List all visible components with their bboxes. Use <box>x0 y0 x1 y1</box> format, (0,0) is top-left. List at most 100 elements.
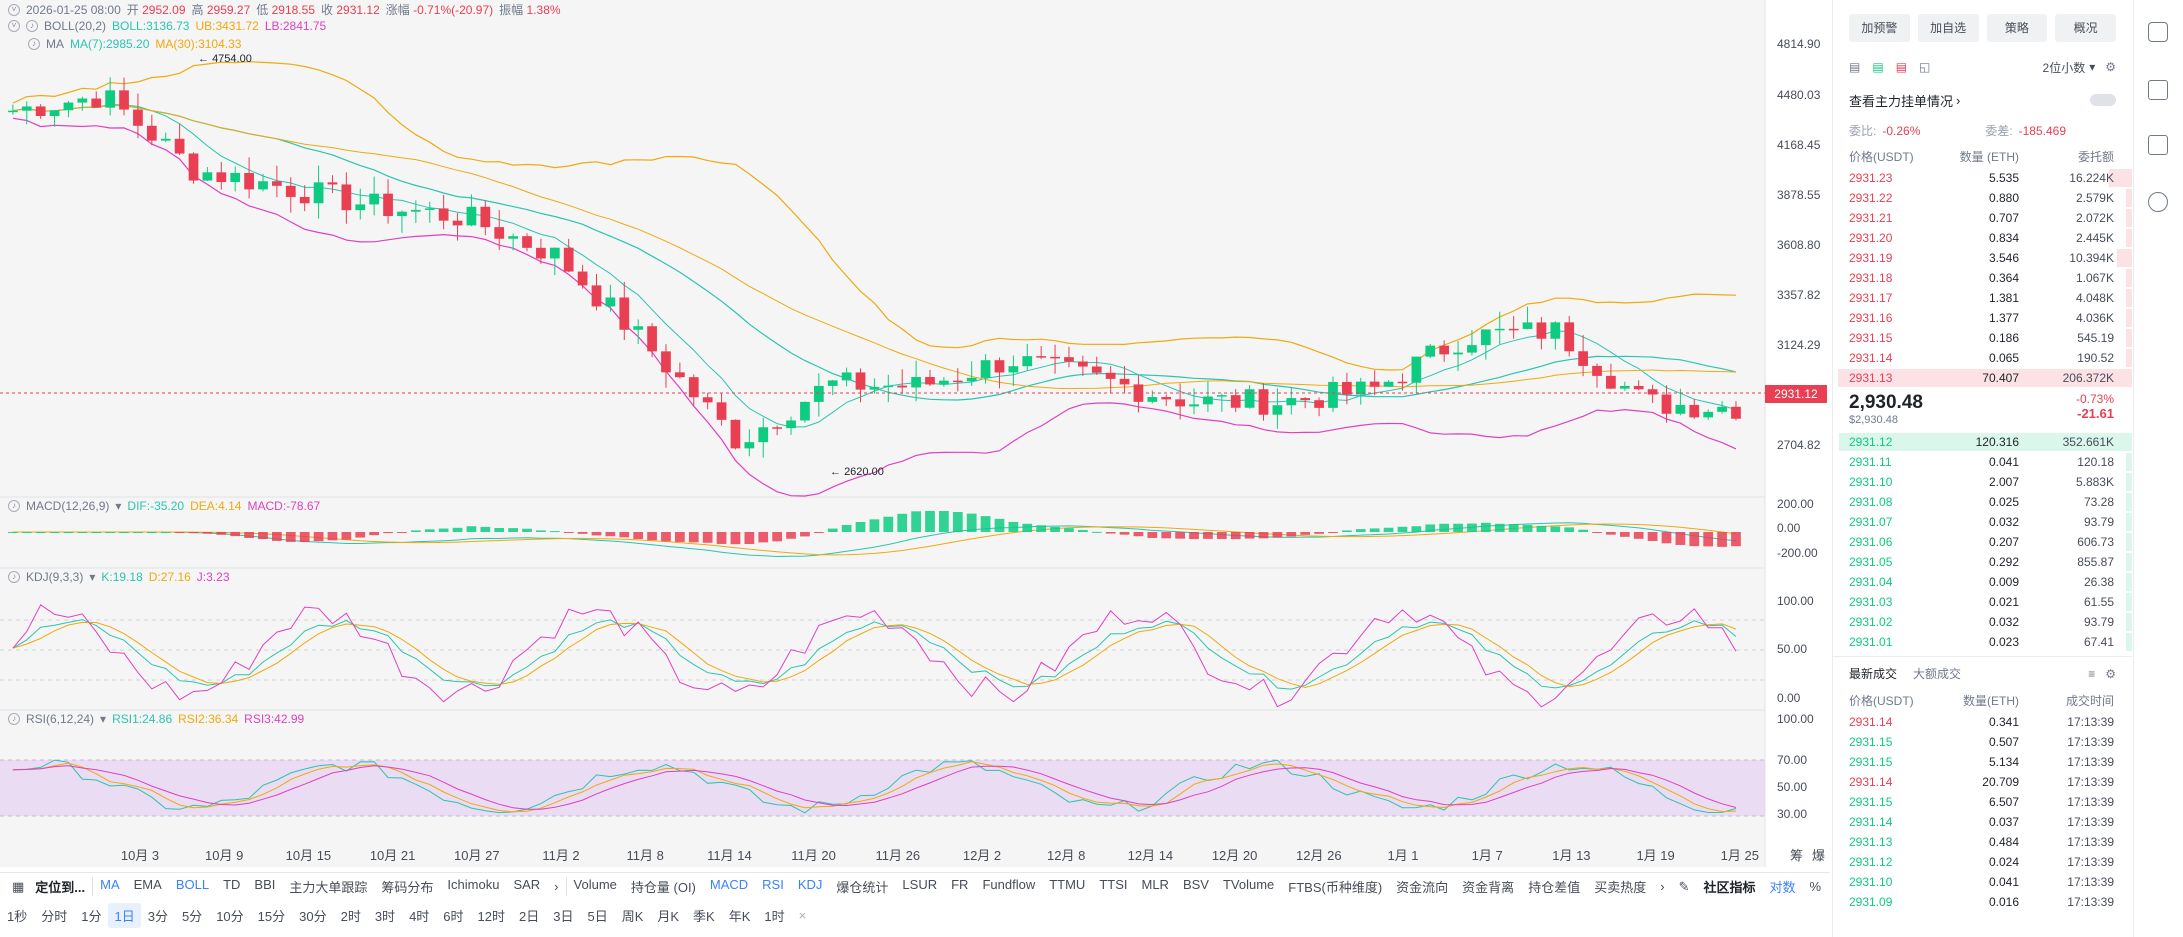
bids-row[interactable]: 2931.01 0.023 67.41 <box>1833 632 2132 652</box>
orderbook-button-1[interactable]: 加自选 <box>1917 14 1979 42</box>
sub-indicator-3[interactable]: RSI <box>762 877 784 892</box>
percent-scale-toggle[interactable]: % <box>1809 879 1822 894</box>
interval-6[interactable]: 10分 <box>216 908 244 924</box>
chevron-down-icon[interactable]: ▾ <box>89 570 96 584</box>
main-indicator-5[interactable]: 主力大单跟踪 <box>289 880 368 895</box>
interval-19[interactable]: 季K <box>693 908 715 924</box>
interval-1[interactable]: 分时 <box>41 908 68 924</box>
main-indicator-8[interactable]: SAR <box>513 877 541 892</box>
main-orders-link[interactable]: 查看主力挂单情况 <box>1849 93 1954 109</box>
bids-row[interactable]: 2931.08 0.025 73.28 <box>1833 492 2132 512</box>
asks-row[interactable]: 2931.14 0.065 190.52 <box>1833 348 2132 368</box>
bell-icon[interactable]: ♪ <box>8 571 20 583</box>
bids-row[interactable]: 2931.12 120.316 352.661K <box>1833 432 2132 452</box>
bell-icon[interactable]: ♪ <box>8 500 20 512</box>
interval-12[interactable]: 6时 <box>443 908 464 924</box>
sub-indicator-16[interactable]: 资金背离 <box>1462 880 1515 895</box>
sub-indicator-1[interactable]: 持仓量 (OI) <box>630 880 696 895</box>
sub-indicator-2[interactable]: MACD <box>709 877 749 892</box>
main-indicator-0[interactable]: MA <box>100 877 120 892</box>
asks-row[interactable]: 2931.20 0.834 2.445K <box>1833 228 2132 248</box>
interval-4[interactable]: 3分 <box>147 908 168 924</box>
bell-icon[interactable]: ♪ <box>26 20 38 32</box>
interval-16[interactable]: 5日 <box>587 908 608 924</box>
asks-row[interactable]: 2931.22 0.880 2.579K <box>1833 188 2132 208</box>
filter-icon[interactable]: ≡ <box>2088 666 2096 681</box>
interval-9[interactable]: 2时 <box>340 908 361 924</box>
interval-0[interactable]: 1秒 <box>7 908 28 924</box>
asks-row[interactable]: 2931.19 3.546 10.394K <box>1833 248 2132 268</box>
interval-8[interactable]: 30分 <box>299 908 327 924</box>
macd-legend[interactable]: ♪ MACD(12,26,9) ▾ DIF:-35.20 DEA:4.14 MA… <box>8 499 320 513</box>
tab-latest-trades[interactable]: 最新成交 <box>1849 667 1898 681</box>
sub-indicator-9[interactable]: TTMU <box>1049 877 1086 892</box>
interval-17[interactable]: 周K <box>621 908 644 924</box>
sub-indicator-14[interactable]: FTBS(币种维度) <box>1288 880 1383 895</box>
sub-indicator-17[interactable]: 持仓差值 <box>1528 880 1581 895</box>
main-indicator-4[interactable]: BBI <box>254 877 276 892</box>
orderbook-button-2[interactable]: 策略 <box>1986 14 2048 42</box>
boll-legend[interactable]: ˅ ♪ BOLL(20,2) BOLL:3136.73 UB:3431.72 L… <box>8 19 326 33</box>
bids-row[interactable]: 2931.05 0.292 855.87 <box>1833 552 2132 572</box>
asks-row[interactable]: 2931.13 70.407 206.372K <box>1833 368 2132 388</box>
asks-row[interactable]: 2931.15 0.186 545.19 <box>1833 328 2132 348</box>
sub-indicator-13[interactable]: TVolume <box>1222 877 1275 892</box>
layout-asks-icon[interactable]: ▤ <box>1895 60 1908 74</box>
tab-big-trades[interactable]: 大额成交 <box>1913 667 1962 681</box>
interval-5[interactable]: 5分 <box>181 908 203 924</box>
settings-icon[interactable]: ⚙ <box>2105 60 2116 74</box>
interval-13[interactable]: 12时 <box>477 908 505 924</box>
chevron-right-icon[interactable]: › <box>1660 879 1665 894</box>
sub-indicator-15[interactable]: 资金流向 <box>1396 880 1449 895</box>
community-indicators[interactable]: 社区指标 <box>1703 880 1756 895</box>
draw-tool-icon[interactable]: ▦ <box>12 878 25 894</box>
bids-row[interactable]: 2931.07 0.032 93.79 <box>1833 512 2132 532</box>
asks-row[interactable]: 2931.16 1.377 4.036K <box>1833 308 2132 328</box>
interval-7[interactable]: 15分 <box>257 908 286 924</box>
main-indicator-7[interactable]: Ichimoku <box>447 877 500 892</box>
bids-row[interactable]: 2931.02 0.032 93.79 <box>1833 612 2132 632</box>
main-indicator-3[interactable]: TD <box>223 877 241 892</box>
main-orders-toggle[interactable] <box>2090 94 2116 106</box>
sub-indicator-7[interactable]: FR <box>951 877 969 892</box>
ma-legend[interactable]: ♪ MA MA(7):2985.20 MA(30):3104.33 <box>28 37 241 51</box>
sub-indicator-0[interactable]: Volume <box>573 877 617 892</box>
chevron-down-icon[interactable]: ▾ <box>100 712 107 726</box>
asks-row[interactable]: 2931.18 0.364 1.067K <box>1833 268 2132 288</box>
sub-indicator-10[interactable]: TTSI <box>1099 877 1128 892</box>
sub-indicator-11[interactable]: MLR <box>1141 877 1169 892</box>
interval-21[interactable]: 1时 <box>764 908 785 924</box>
main-indicator-2[interactable]: BOLL <box>175 877 210 892</box>
orderbook-button-3[interactable]: 概况 <box>2055 14 2116 42</box>
interval-3[interactable]: 1日 <box>108 902 141 928</box>
interval-18[interactable]: 月K <box>657 908 680 924</box>
orderbook-button-0[interactable]: 加预警 <box>1849 14 1910 42</box>
chevron-down-icon[interactable]: ˅ <box>8 20 20 32</box>
kdj-legend[interactable]: ♪ KDJ(9,3,3) ▾ K:19.18 D:27.16 J:3.23 <box>8 570 230 584</box>
sub-indicator-4[interactable]: KDJ <box>797 877 823 892</box>
chevron-down-icon[interactable]: ˅ <box>8 3 20 16</box>
asks-row[interactable]: 2931.17 1.381 4.048K <box>1833 288 2132 308</box>
bids-row[interactable]: 2931.04 0.009 26.38 <box>1833 572 2132 592</box>
rsi-legend[interactable]: ♪ RSI(6,12,24) ▾ RSI1:24.86 RSI2:36.34 R… <box>8 712 304 726</box>
bids-row[interactable]: 2931.03 0.021 61.55 <box>1833 592 2132 612</box>
interval-2[interactable]: 1分 <box>81 908 102 924</box>
interval-15[interactable]: 3日 <box>553 908 574 924</box>
chevron-right-icon[interactable]: › <box>554 879 559 894</box>
layout-bids-icon[interactable]: ▤ <box>1872 60 1884 74</box>
sub-indicator-12[interactable]: BSV <box>1182 877 1209 892</box>
main-indicator-6[interactable]: 筹码分布 <box>381 880 434 895</box>
precision-select[interactable]: 2位小数 <box>2042 60 2086 75</box>
bar-chart-icon[interactable] <box>2148 135 2168 155</box>
chevron-down-icon[interactable]: ▾ <box>115 499 122 513</box>
sub-indicator-5[interactable]: 爆仓统计 <box>836 880 889 895</box>
layout-compact-icon[interactable]: ◱ <box>1919 60 1931 74</box>
interval-10[interactable]: 3时 <box>374 908 396 924</box>
close-icon[interactable]: × <box>798 907 807 923</box>
bids-row[interactable]: 2931.11 0.041 120.18 <box>1833 452 2132 472</box>
interval-11[interactable]: 4时 <box>409 908 430 924</box>
candlestick-chart[interactable]: 2931.12 ← 4754.00 ← 2620.00 4814.90 4480.… <box>0 0 1830 867</box>
chevron-down-icon[interactable]: ▾ <box>2089 60 2096 74</box>
log-scale-toggle[interactable]: 对数 <box>1769 880 1796 895</box>
dollar-icon[interactable] <box>2148 22 2168 42</box>
